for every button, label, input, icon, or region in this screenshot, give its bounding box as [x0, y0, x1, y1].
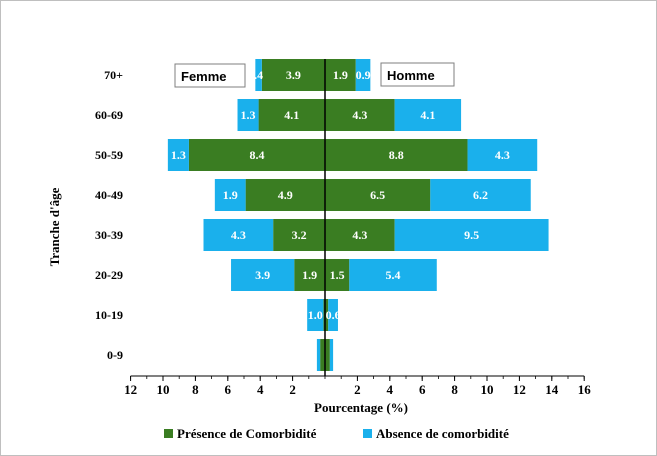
group-box-femme: Femme: [174, 63, 246, 88]
legend-swatch-absence: [363, 429, 372, 438]
bars-layer: [167, 59, 549, 371]
label-femme-presence-20-29: 1.9: [302, 268, 317, 282]
bar-homme-presence-70+: [325, 59, 356, 91]
label-homme-presence-60-69: 4.3: [352, 108, 367, 122]
label-femme-presence-30-39: 3.2: [292, 228, 307, 242]
bar-femme-presence-30-39: [273, 219, 325, 251]
label-femme-absence-70+: .4: [254, 68, 263, 82]
bar-femme-presence-20-29: [294, 259, 325, 291]
x-tick-left-2: 2: [289, 382, 296, 397]
bar-homme-absence-70+: [355, 59, 371, 91]
bar-homme-presence-20-29: [325, 259, 350, 291]
bar-femme-presence-0-9: [320, 339, 325, 371]
bar-homme-absence-60-69: [394, 99, 462, 131]
legend: Présence de Comorbidité Absence de comor…: [164, 426, 509, 441]
bar-homme-absence-30-39: [394, 219, 549, 251]
category-label-20-29: 20-29: [95, 268, 123, 282]
group-box-homme: Homme: [380, 62, 455, 87]
x-tick-left-12: 12: [124, 382, 137, 397]
bar-femme-presence-40-49: [245, 179, 325, 211]
data-labels-layer: 1.0 0.6 1.9 3.9 1.5 5.4 3.2 4.3 4.3 9.5 4.9 1.9 6.5 6…: [171, 68, 510, 322]
bar-homme-absence-0-9: [329, 339, 334, 371]
label-femme-presence-40-49: 4.9: [278, 188, 293, 202]
x-tick-right-12: 12: [513, 382, 526, 397]
label-homme-absence-70+: 0.9: [356, 68, 371, 82]
category-labels-layer: 0-9 10-19 20-29 30-39 40-49 50-59 60-69 70+: [95, 68, 123, 362]
bar-femme-absence-30-39: [203, 219, 274, 251]
label-homme-absence-30-39: 9.5: [464, 228, 479, 242]
bar-homme-presence-0-9: [325, 339, 330, 371]
label-homme-presence-50-59: 8.8: [389, 148, 404, 162]
label-femme-presence-50-59: 8.4: [249, 148, 264, 162]
bar-femme-presence-70+: [261, 59, 325, 91]
group-label-homme: Homme: [387, 68, 435, 83]
label-homme-presence-20-29: 1.5: [330, 268, 345, 282]
x-tick-left-6: 6: [225, 382, 232, 397]
bar-homme-presence-40-49: [325, 179, 431, 211]
label-femme-absence-50-59: 1.3: [171, 148, 186, 162]
bar-femme-absence-60-69: [237, 99, 259, 131]
bar-homme-absence-40-49: [430, 179, 531, 211]
legend-label-absence: Absence de comorbidité: [376, 426, 509, 441]
category-label-0-9: 0-9: [107, 348, 123, 362]
category-label-70+: 70+: [104, 68, 123, 82]
bar-femme-absence-70+: [255, 59, 262, 91]
bar-homme-presence-10-19: [325, 299, 329, 331]
bar-femme-absence-50-59: [167, 139, 189, 171]
label-femme-presence-70+: 3.9: [286, 68, 301, 82]
category-label-60-69: 60-69: [95, 108, 123, 122]
bar-homme-presence-50-59: [325, 139, 468, 171]
bar-femme-presence-10-19: [323, 299, 325, 331]
label-homme-presence-40-49: 6.5: [370, 188, 385, 202]
category-label-50-59: 50-59: [95, 148, 123, 162]
bar-homme-absence-10-19: [328, 299, 338, 331]
bar-femme-absence-40-49: [214, 179, 246, 211]
label-homme-absence-50-59: 4.3: [495, 148, 510, 162]
x-tick-left-8: 8: [192, 382, 199, 397]
label-femme-absence-30-39: 4.3: [231, 228, 246, 242]
label-homme-absence-20-29: 5.4: [386, 268, 401, 282]
bar-femme-presence-60-69: [258, 99, 325, 131]
label-homme-absence-40-49: 6.2: [473, 188, 488, 202]
x-tick-left-4: 4: [257, 382, 264, 397]
bar-femme-presence-50-59: [188, 139, 325, 171]
x-tick-right-16: 16: [578, 382, 592, 397]
legend-label-presence: Présence de Comorbidité: [177, 426, 317, 441]
label-femme-absence-60-69: 1.3: [241, 108, 256, 122]
bar-homme-presence-30-39: [325, 219, 395, 251]
bar-homme-absence-20-29: [349, 259, 437, 291]
label-homme-presence-30-39: 4.3: [352, 228, 367, 242]
category-label-30-39: 30-39: [95, 228, 123, 242]
x-tick-left-10: 10: [157, 382, 170, 397]
x-tick-right-4: 4: [387, 382, 394, 397]
bar-femme-absence-0-9: [316, 339, 321, 371]
label-femme-absence-20-29: 3.9: [255, 268, 270, 282]
legend-swatch-presence: [164, 429, 173, 438]
x-ticks-layer: 12 10 8 6 4 2 2 4 6 8 10 12 14 16: [124, 376, 591, 397]
group-label-femme: Femme: [181, 69, 227, 84]
bar-homme-presence-60-69: [325, 99, 395, 131]
x-tick-right-10: 10: [481, 382, 494, 397]
category-label-40-49: 40-49: [95, 188, 123, 202]
label-femme-absence-40-49: 1.9: [223, 188, 238, 202]
x-tick-right-6: 6: [419, 382, 426, 397]
x-tick-right-2: 2: [354, 382, 361, 397]
x-tick-right-14: 14: [545, 382, 559, 397]
label-femme-absence-10-19: 1.0: [308, 308, 323, 322]
label-femme-presence-60-69: 4.1: [284, 108, 299, 122]
x-axis-title: Pourcentage (%): [314, 400, 408, 415]
bar-femme-absence-10-19: [307, 299, 324, 331]
label-homme-presence-70+: 1.9: [333, 68, 348, 82]
y-axis-title: Tranche d'âge: [47, 187, 62, 266]
category-label-10-19: 10-19: [95, 308, 123, 322]
x-tick-right-8: 8: [451, 382, 458, 397]
bar-femme-absence-20-29: [231, 259, 295, 291]
label-homme-absence-10-19: 0.6: [326, 308, 341, 322]
label-homme-absence-60-69: 4.1: [420, 108, 435, 122]
bar-homme-absence-50-59: [467, 139, 538, 171]
